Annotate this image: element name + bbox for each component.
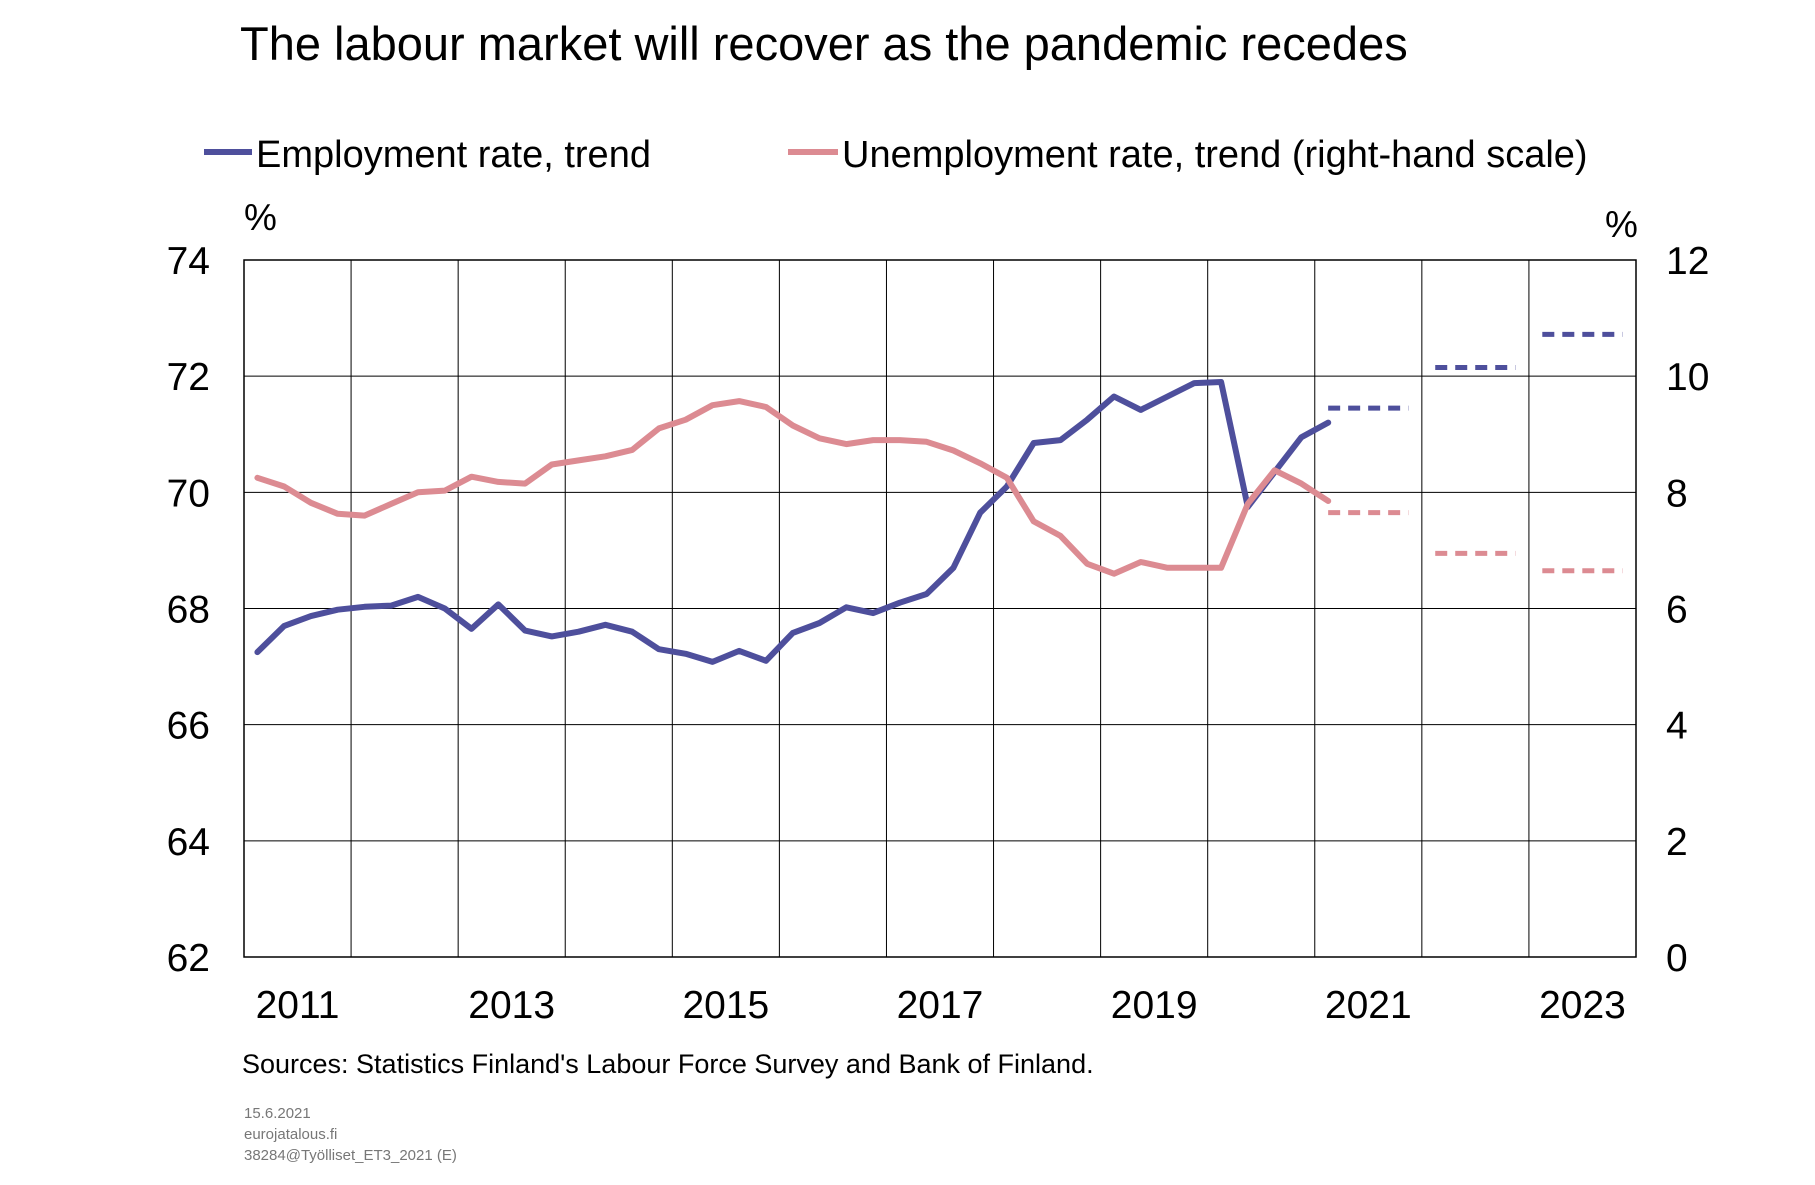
y-left-unit: % <box>244 197 277 238</box>
x-tick-label: 2023 <box>1539 984 1626 1027</box>
y-right-tick-label: 0 <box>1666 937 1688 980</box>
y-left-tick-label: 72 <box>167 356 210 399</box>
x-tick-label: 2017 <box>897 984 984 1027</box>
y-right-tick-label: 12 <box>1666 240 1709 283</box>
y-left-tick-label: 68 <box>167 589 210 632</box>
x-tick-label: 2019 <box>1111 984 1198 1027</box>
y-right-unit: % <box>1605 204 1638 245</box>
y-right-tick-label: 6 <box>1666 589 1688 632</box>
grid <box>244 260 1636 957</box>
sources-note: Sources: Statistics Finland's Labour For… <box>242 1049 1094 1079</box>
x-tick-label: 2013 <box>468 984 555 1027</box>
y-left-tick-label: 70 <box>167 472 210 515</box>
chart-code: 38284@Työlliset_ET3_2021 (E) <box>244 1147 457 1164</box>
plot-frame <box>243 259 1637 958</box>
y-right-tick-label: 10 <box>1666 356 1709 399</box>
y-right-tick-label: 2 <box>1666 821 1688 864</box>
legend-label-unemployment: Unemployment rate, trend (right-hand sca… <box>842 134 1588 176</box>
x-tick-label: 2021 <box>1325 984 1412 1027</box>
chart-title: The labour market will recover as the pa… <box>240 17 1408 70</box>
series-lines <box>254 331 1623 665</box>
x-tick-label: 2015 <box>682 984 769 1027</box>
legend: Employment rate, trend Unemployment rate… <box>204 134 1588 176</box>
publish-date: 15.6.2021 <box>244 1105 311 1122</box>
x-tick-label: 2011 <box>256 984 340 1027</box>
y-left-tick-label: 62 <box>167 937 210 980</box>
y-right-tick-label: 8 <box>1666 472 1688 515</box>
y-left-tick-label: 64 <box>167 821 210 864</box>
y-left-tick-label: 66 <box>167 705 210 748</box>
y-right-tick-label: 4 <box>1666 705 1688 748</box>
y-left-tick-label: 74 <box>167 240 210 283</box>
series-line-1 <box>254 398 1332 577</box>
website: eurojatalous.fi <box>244 1126 337 1143</box>
legend-label-employment: Employment rate, trend <box>256 134 651 176</box>
